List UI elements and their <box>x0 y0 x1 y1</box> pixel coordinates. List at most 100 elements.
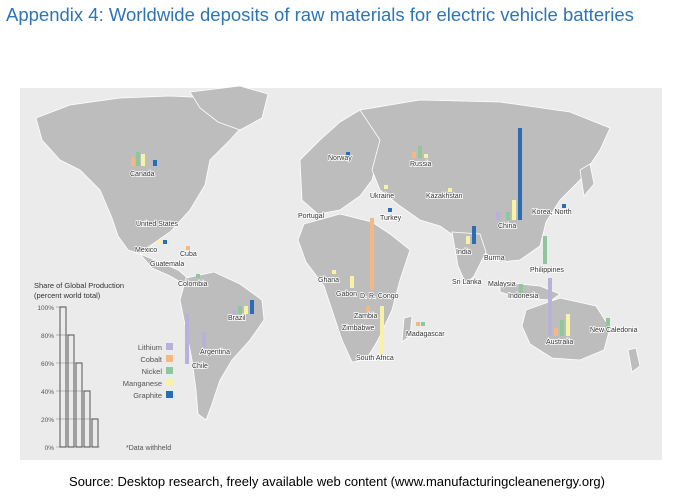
bar-india-graphite <box>472 226 476 244</box>
label-philippines: Philippines <box>530 267 564 274</box>
bar-madagascar-nickel <box>421 322 425 326</box>
bar-canada-nickel <box>136 152 140 166</box>
label-colombia: Colombia <box>178 281 208 288</box>
tick-20: 20% <box>41 417 54 424</box>
bar-ukraine-manganese <box>384 185 388 189</box>
madagascar-shape <box>401 315 413 343</box>
tick-100: 100% <box>37 305 54 312</box>
tick-40: 40% <box>41 389 54 396</box>
north-america-shape <box>35 95 251 255</box>
legend-graphite-swatch <box>166 391 173 398</box>
legend-nickel-swatch <box>166 367 173 374</box>
japan-shape <box>579 163 595 197</box>
central-america-shape <box>139 253 191 285</box>
bar-turkey-graphite <box>388 208 392 212</box>
bar-argentina-lithium <box>202 332 206 348</box>
bar-australia-cobalt <box>554 328 558 336</box>
bar-canada-manganese <box>141 154 145 166</box>
bar-ghana-manganese <box>332 270 336 274</box>
label-burma: Burma <box>484 255 505 262</box>
label-korea-north: Korea, North <box>532 209 572 216</box>
new-zealand-shape <box>627 347 641 373</box>
bar-chile-lithium <box>185 314 189 364</box>
south-america-shape <box>179 271 265 421</box>
bar-cuba-cobalt <box>186 246 190 250</box>
scale-title-line1: Share of Global Production <box>34 281 124 290</box>
label-canada: Canada <box>130 171 155 178</box>
label-india: India <box>456 249 471 256</box>
tick-60: 60% <box>41 361 54 368</box>
europe-shape <box>299 109 381 215</box>
bar-drcongo-cobalt <box>370 218 374 290</box>
label-turkey: Turkey <box>380 215 402 222</box>
bar-mexico-manganese <box>158 240 162 244</box>
bar-china-nickel <box>506 212 510 220</box>
bar-colombia-nickel <box>196 274 200 278</box>
bar-china-lithium <box>496 212 500 220</box>
label-zimbabwe: Zimbabwe <box>342 325 374 332</box>
legend-lithium-swatch <box>166 343 173 350</box>
bar-canada-cobalt <box>131 157 135 166</box>
label-kazakhstan: Kazakhstan <box>426 193 463 200</box>
bar-canada-graphite <box>153 160 157 166</box>
label-zambia: Zambia <box>354 313 377 320</box>
source-note: Source: Desktop research, freely availab… <box>69 474 605 489</box>
legend-cobalt-swatch <box>166 355 173 362</box>
bar-gabon-manganese <box>350 276 354 288</box>
bar-russia-manganese <box>424 154 428 158</box>
bar-brazil-graphite <box>250 300 254 314</box>
bar-brazil-lithium <box>232 310 236 314</box>
bar-norway-graphite <box>346 152 350 156</box>
tick-80: 80% <box>41 333 54 340</box>
bar-madagascar-cobalt <box>416 322 420 326</box>
legend-nickel-label: Nickel <box>142 367 163 376</box>
label-ghana: Ghana <box>318 277 339 284</box>
label-portugal: Portugal <box>298 213 325 220</box>
label-chile: Chile <box>192 363 208 370</box>
bar-kazakhstan-manganese <box>448 188 452 192</box>
bar-india-manganese <box>466 236 470 244</box>
label-ukraine: Ukraine <box>370 193 394 200</box>
label-malaysia: Malaysia <box>488 281 516 288</box>
label-gabon: Gabon <box>336 291 357 298</box>
label-australia: Australia <box>546 339 573 346</box>
label-china: China <box>498 223 516 230</box>
bar-mexico-graphite <box>163 240 167 244</box>
legend-cobalt-label: Cobalt <box>140 355 163 364</box>
bar-brazil-manganese <box>244 306 248 314</box>
bar-korea-graphite <box>562 204 566 208</box>
legend-manganese-swatch <box>166 379 173 386</box>
bar-australia-lithium <box>548 278 552 336</box>
label-drcongo: D. R. Congo <box>360 293 399 300</box>
bar-philippines-nickel <box>543 236 547 264</box>
bar-brazil-nickel <box>238 306 242 314</box>
bar-newcaledonia-nickel <box>606 318 610 328</box>
share-scale-chart: Share of Global Production (percent worl… <box>34 281 171 452</box>
bar-australia-nickel <box>560 320 564 336</box>
india-shape <box>451 231 487 285</box>
bar-russia-cobalt <box>412 152 416 158</box>
bar-australia-manganese <box>566 314 570 336</box>
label-sri-lanka: Sri Lanka <box>452 279 482 286</box>
label-new-caledonia: New Caledonia <box>590 327 638 334</box>
legend-lithium-label: Lithium <box>138 343 162 352</box>
label-mexico: Mexico <box>135 247 157 254</box>
bar-indonesia-nickel <box>519 284 523 294</box>
bar-china-graphite <box>518 128 522 220</box>
legend-manganese-label: Manganese <box>123 379 162 388</box>
page-title: Appendix 4: Worldwide deposits of raw ma… <box>6 4 634 25</box>
scale-title-line2: (percent world total) <box>34 291 101 300</box>
label-russia: Russia <box>410 161 432 168</box>
label-guatemala: Guatemala <box>150 261 184 268</box>
greenland-shape <box>189 85 269 131</box>
label-norway: Norway <box>328 155 352 162</box>
legend: Lithium Cobalt Nickel Manganese Graphite <box>123 343 173 400</box>
label-united-states: United States <box>136 221 179 228</box>
tick-0: 0% <box>45 445 55 452</box>
label-south-africa: South Africa <box>356 355 394 362</box>
bar-zambia-cobalt <box>366 306 370 312</box>
bar-china-manganese <box>512 200 516 220</box>
label-cuba: Cuba <box>180 251 197 258</box>
bar-russia-nickel <box>418 146 422 158</box>
